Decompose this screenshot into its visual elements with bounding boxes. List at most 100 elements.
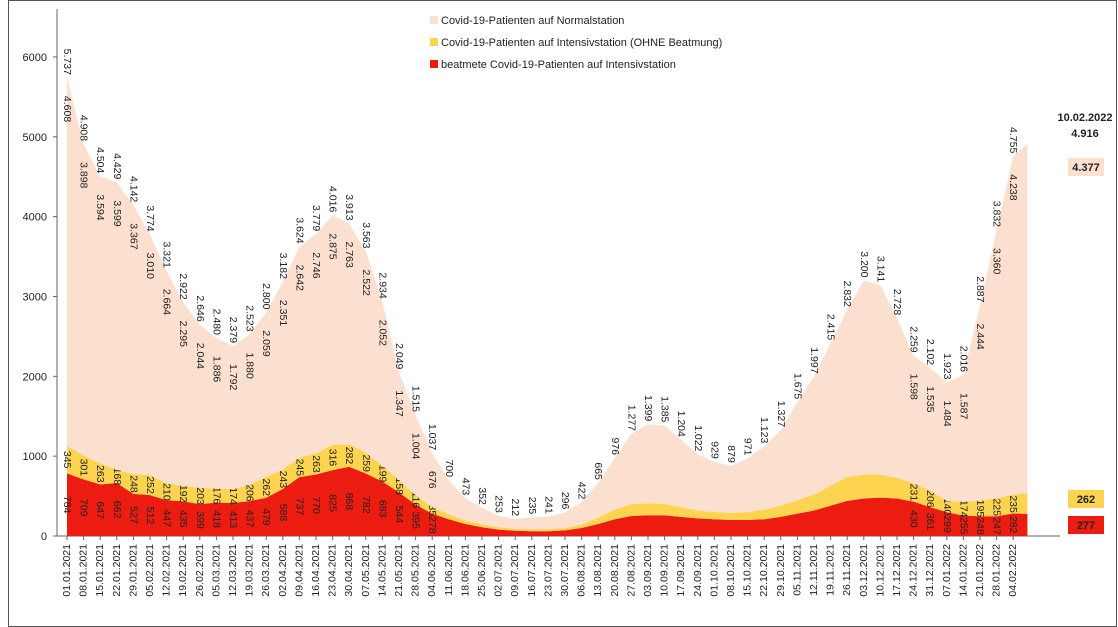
data-label: 4.608 xyxy=(61,96,73,122)
total-label: 665 xyxy=(592,462,604,480)
total-label: 2.832 xyxy=(841,281,853,307)
latest-box xyxy=(1068,490,1104,508)
x-tick-label: 15.01.2021 xyxy=(94,544,106,597)
x-tick-label: 23.04.2021 xyxy=(327,544,339,597)
data-label: 1.587 xyxy=(957,393,969,419)
data-label: 527 xyxy=(127,506,139,524)
data-label: 447 xyxy=(161,509,173,527)
x-tick-label: 09.04.2021 xyxy=(293,544,305,597)
total-label: 253 xyxy=(493,495,505,513)
data-label: 174 xyxy=(957,500,969,518)
data-label: 259 xyxy=(360,454,372,472)
total-label: 4.908 xyxy=(78,115,90,141)
x-tick-label: 13.08.2021 xyxy=(592,544,604,597)
total-label: 3.779 xyxy=(310,205,322,231)
data-label: 140 xyxy=(941,498,953,516)
latest-total: 4.916 xyxy=(1071,128,1099,140)
latest-box xyxy=(1068,516,1104,534)
x-tick-label: 22.10.2021 xyxy=(758,544,770,597)
total-label: 473 xyxy=(459,478,471,496)
x-tick-label: 12.03.2021 xyxy=(227,544,239,597)
total-label: 2.800 xyxy=(260,283,272,309)
x-tick-label: 21.05.2021 xyxy=(393,544,405,597)
x-tick-label: 30.07.2021 xyxy=(559,544,571,597)
total-label: 2.922 xyxy=(177,273,189,299)
latest-value: 277 xyxy=(1077,520,1095,532)
x-tick-label: 16.07.2021 xyxy=(526,544,538,597)
data-label: 430 xyxy=(908,510,920,528)
data-label: 399 xyxy=(194,511,206,529)
data-label: 278 xyxy=(426,516,438,534)
total-label: 1.277 xyxy=(625,405,637,431)
data-label: 479 xyxy=(260,508,272,526)
data-label: 676 xyxy=(426,471,438,489)
x-tick-label: 14.05.2021 xyxy=(376,544,388,597)
x-tick-label: 21.01.2022 xyxy=(974,544,986,597)
y-tick-label: 0 xyxy=(41,531,47,543)
data-label: 1.535 xyxy=(924,386,936,412)
x-tick-label: 05.11.2021 xyxy=(791,544,803,596)
x-tick-label: 29.10.2021 xyxy=(775,544,787,597)
x-tick-label: 17.09.2021 xyxy=(675,544,687,597)
total-label: 3.141 xyxy=(874,256,886,282)
total-label: 1.923 xyxy=(941,353,953,379)
x-tick-label: 18.06.2021 xyxy=(459,544,471,597)
x-tick-label: 12.02.2021 xyxy=(161,544,173,597)
total-label: 976 xyxy=(609,438,621,456)
total-label: 879 xyxy=(725,445,737,463)
data-label: 206 xyxy=(924,490,936,508)
x-tick-label: 06.08.2021 xyxy=(576,544,588,597)
total-label: 4.429 xyxy=(111,153,123,179)
data-label: 2.295 xyxy=(177,321,189,347)
total-label: 2.480 xyxy=(210,309,222,335)
data-label: 2.746 xyxy=(310,252,322,278)
x-tick-label: 05.02.2021 xyxy=(144,544,156,597)
x-tick-label: 22.01.2021 xyxy=(111,544,123,597)
data-label: 1.886 xyxy=(210,356,222,382)
y-tick-label: 3000 xyxy=(23,291,47,303)
x-tick-label: 02.07.2021 xyxy=(493,544,505,597)
x-tick-label: 19.02.2021 xyxy=(177,544,189,597)
total-label: 1.123 xyxy=(758,417,770,443)
data-label: 782 xyxy=(360,496,372,514)
total-label: 4.142 xyxy=(127,176,139,202)
total-label: 1.022 xyxy=(692,425,704,451)
data-label: 683 xyxy=(376,500,388,518)
x-tick-label: 26.02.2021 xyxy=(194,544,206,597)
total-label: 929 xyxy=(708,441,720,459)
data-label: 544 xyxy=(393,506,405,524)
total-label: 2.646 xyxy=(194,295,206,321)
x-tick-label: 07.05.2021 xyxy=(360,544,372,597)
data-label: 3.367 xyxy=(127,223,139,249)
area xyxy=(67,77,1028,530)
total-label: 2.379 xyxy=(227,317,239,343)
x-tick-label: 20.08.2021 xyxy=(609,544,621,597)
data-label: 825 xyxy=(327,494,339,512)
x-tick-label: 11.06.2021 xyxy=(443,544,455,596)
data-label: 2.875 xyxy=(327,233,339,259)
total-label: 700 xyxy=(443,460,455,478)
data-label: 235 xyxy=(1007,495,1019,513)
data-label: 868 xyxy=(343,493,355,511)
data-label: 192 xyxy=(177,485,189,503)
data-label: 248 xyxy=(127,475,139,493)
legend-label: Covid-19-Patienten auf Intensivstation (… xyxy=(441,37,722,49)
x-tick-label: 24.12.2021 xyxy=(908,544,920,597)
data-label: 2.351 xyxy=(277,300,289,326)
x-tick-label: 02.04.2021 xyxy=(277,544,289,597)
data-label: 263 xyxy=(310,455,322,473)
latest-date: 10.02.2022 xyxy=(1057,112,1112,124)
data-label: 1.347 xyxy=(393,390,405,416)
data-label: 4.238 xyxy=(1007,174,1019,200)
data-label: 176 xyxy=(210,487,222,505)
legend-swatch xyxy=(430,38,438,46)
data-label: 413 xyxy=(227,511,239,529)
latest-value: 4.377 xyxy=(1072,162,1100,174)
x-tick-label: 25.06.2021 xyxy=(476,544,488,597)
x-tick-label: 17.12.2021 xyxy=(891,544,903,597)
x-tick-label: 14.01.2022 xyxy=(957,544,969,597)
data-label: 512 xyxy=(144,507,156,525)
total-label: 5.737 xyxy=(61,49,73,75)
x-tick-label: 30.04.2021 xyxy=(343,544,355,597)
